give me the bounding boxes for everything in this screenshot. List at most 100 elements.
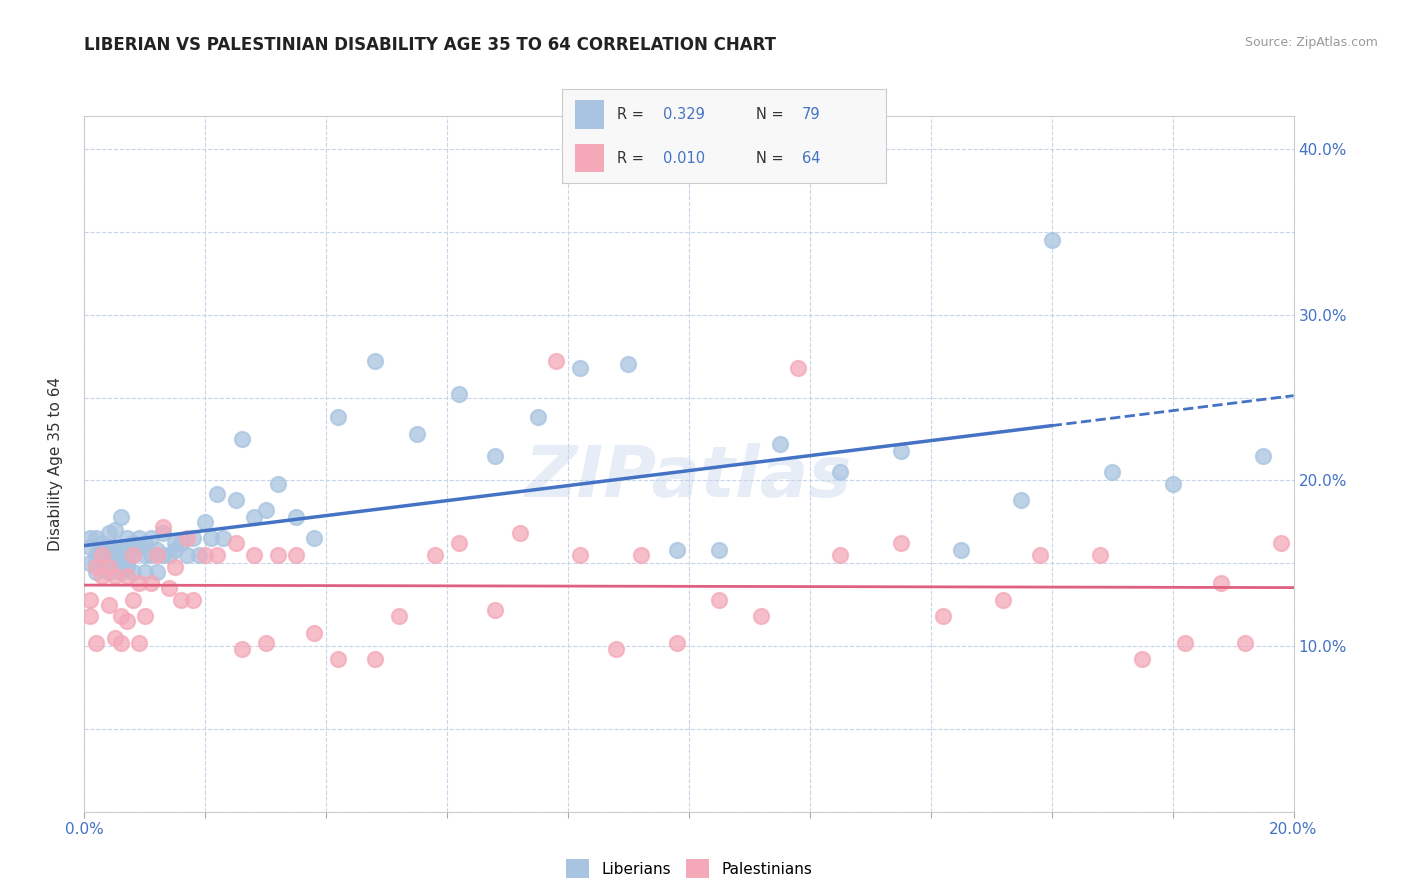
Text: R =: R = bbox=[617, 106, 650, 121]
Point bbox=[231, 642, 253, 657]
Point bbox=[104, 548, 127, 562]
Point bbox=[134, 565, 156, 579]
Point bbox=[225, 536, 247, 550]
Point bbox=[97, 559, 120, 574]
Text: 0.010: 0.010 bbox=[662, 151, 704, 166]
Point bbox=[225, 493, 247, 508]
Point bbox=[1330, 718, 1353, 732]
Point bbox=[242, 548, 264, 562]
Point bbox=[110, 509, 132, 524]
Point bbox=[665, 543, 688, 558]
Point bbox=[406, 427, 429, 442]
Point bbox=[328, 652, 350, 666]
Point bbox=[110, 556, 132, 570]
Point bbox=[890, 536, 912, 550]
Point bbox=[165, 559, 187, 574]
Point bbox=[128, 540, 150, 554]
Point bbox=[91, 548, 114, 562]
Point bbox=[157, 581, 180, 595]
Point bbox=[91, 548, 114, 562]
Point bbox=[194, 548, 217, 562]
Bar bbox=[575, 101, 605, 128]
Point bbox=[152, 526, 174, 541]
Point bbox=[569, 548, 592, 562]
Point bbox=[121, 548, 143, 562]
Point bbox=[207, 486, 229, 500]
Point bbox=[104, 559, 127, 574]
Point bbox=[146, 565, 169, 579]
Point bbox=[363, 354, 385, 368]
Point bbox=[110, 540, 132, 554]
Point bbox=[786, 360, 808, 375]
Point bbox=[104, 569, 127, 583]
Point bbox=[181, 532, 204, 546]
Point bbox=[165, 543, 187, 558]
Point bbox=[86, 636, 108, 650]
Point bbox=[97, 548, 120, 562]
Point bbox=[1270, 536, 1292, 550]
Point bbox=[97, 598, 120, 612]
Point bbox=[97, 526, 120, 541]
Point bbox=[751, 609, 773, 624]
Point bbox=[134, 536, 156, 550]
Point bbox=[79, 540, 101, 554]
Point bbox=[181, 592, 204, 607]
Point bbox=[630, 548, 652, 562]
Point bbox=[97, 556, 120, 570]
Point bbox=[1313, 548, 1336, 562]
Point bbox=[1174, 636, 1197, 650]
Point bbox=[605, 642, 627, 657]
Point bbox=[231, 432, 253, 446]
Text: Source: ZipAtlas.com: Source: ZipAtlas.com bbox=[1244, 36, 1378, 49]
Text: 79: 79 bbox=[801, 106, 820, 121]
Point bbox=[200, 532, 222, 546]
Point bbox=[950, 543, 973, 558]
Point bbox=[242, 509, 264, 524]
Point bbox=[569, 360, 592, 375]
Point bbox=[1234, 636, 1257, 650]
Point bbox=[128, 532, 150, 546]
Point bbox=[110, 636, 132, 650]
Point bbox=[86, 548, 108, 562]
Point bbox=[104, 540, 127, 554]
Point bbox=[115, 569, 138, 583]
Point bbox=[86, 556, 108, 570]
Text: ZIPatlas: ZIPatlas bbox=[526, 443, 852, 512]
Point bbox=[115, 559, 138, 574]
Point bbox=[86, 532, 108, 546]
Point bbox=[134, 548, 156, 562]
Point bbox=[1040, 233, 1063, 247]
Point bbox=[97, 565, 120, 579]
Point bbox=[267, 548, 290, 562]
Point bbox=[423, 548, 446, 562]
Point bbox=[128, 576, 150, 591]
Point bbox=[1253, 449, 1275, 463]
Point bbox=[139, 576, 162, 591]
Point bbox=[509, 526, 531, 541]
Point bbox=[115, 553, 138, 567]
Point bbox=[152, 548, 174, 562]
Point bbox=[110, 609, 132, 624]
Point bbox=[188, 548, 211, 562]
Point bbox=[128, 636, 150, 650]
Point bbox=[79, 609, 101, 624]
Point bbox=[121, 592, 143, 607]
Point bbox=[1130, 652, 1153, 666]
Point bbox=[1088, 548, 1111, 562]
Y-axis label: Disability Age 35 to 64: Disability Age 35 to 64 bbox=[48, 376, 63, 551]
Point bbox=[104, 523, 127, 537]
Point bbox=[170, 536, 193, 550]
Point bbox=[1161, 476, 1184, 491]
Point bbox=[267, 476, 290, 491]
Point bbox=[388, 609, 411, 624]
Point bbox=[176, 548, 198, 562]
Point bbox=[830, 548, 852, 562]
Point bbox=[285, 509, 308, 524]
Point bbox=[449, 536, 471, 550]
Bar bbox=[575, 144, 605, 171]
Point bbox=[932, 609, 955, 624]
Point bbox=[484, 449, 506, 463]
Point bbox=[110, 565, 132, 579]
Text: LIBERIAN VS PALESTINIAN DISABILITY AGE 35 TO 64 CORRELATION CHART: LIBERIAN VS PALESTINIAN DISABILITY AGE 3… bbox=[84, 36, 776, 54]
Text: 64: 64 bbox=[801, 151, 820, 166]
